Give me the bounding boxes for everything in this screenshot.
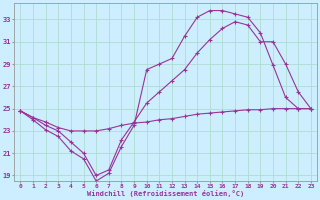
X-axis label: Windchill (Refroidissement éolien,°C): Windchill (Refroidissement éolien,°C)	[87, 190, 244, 197]
